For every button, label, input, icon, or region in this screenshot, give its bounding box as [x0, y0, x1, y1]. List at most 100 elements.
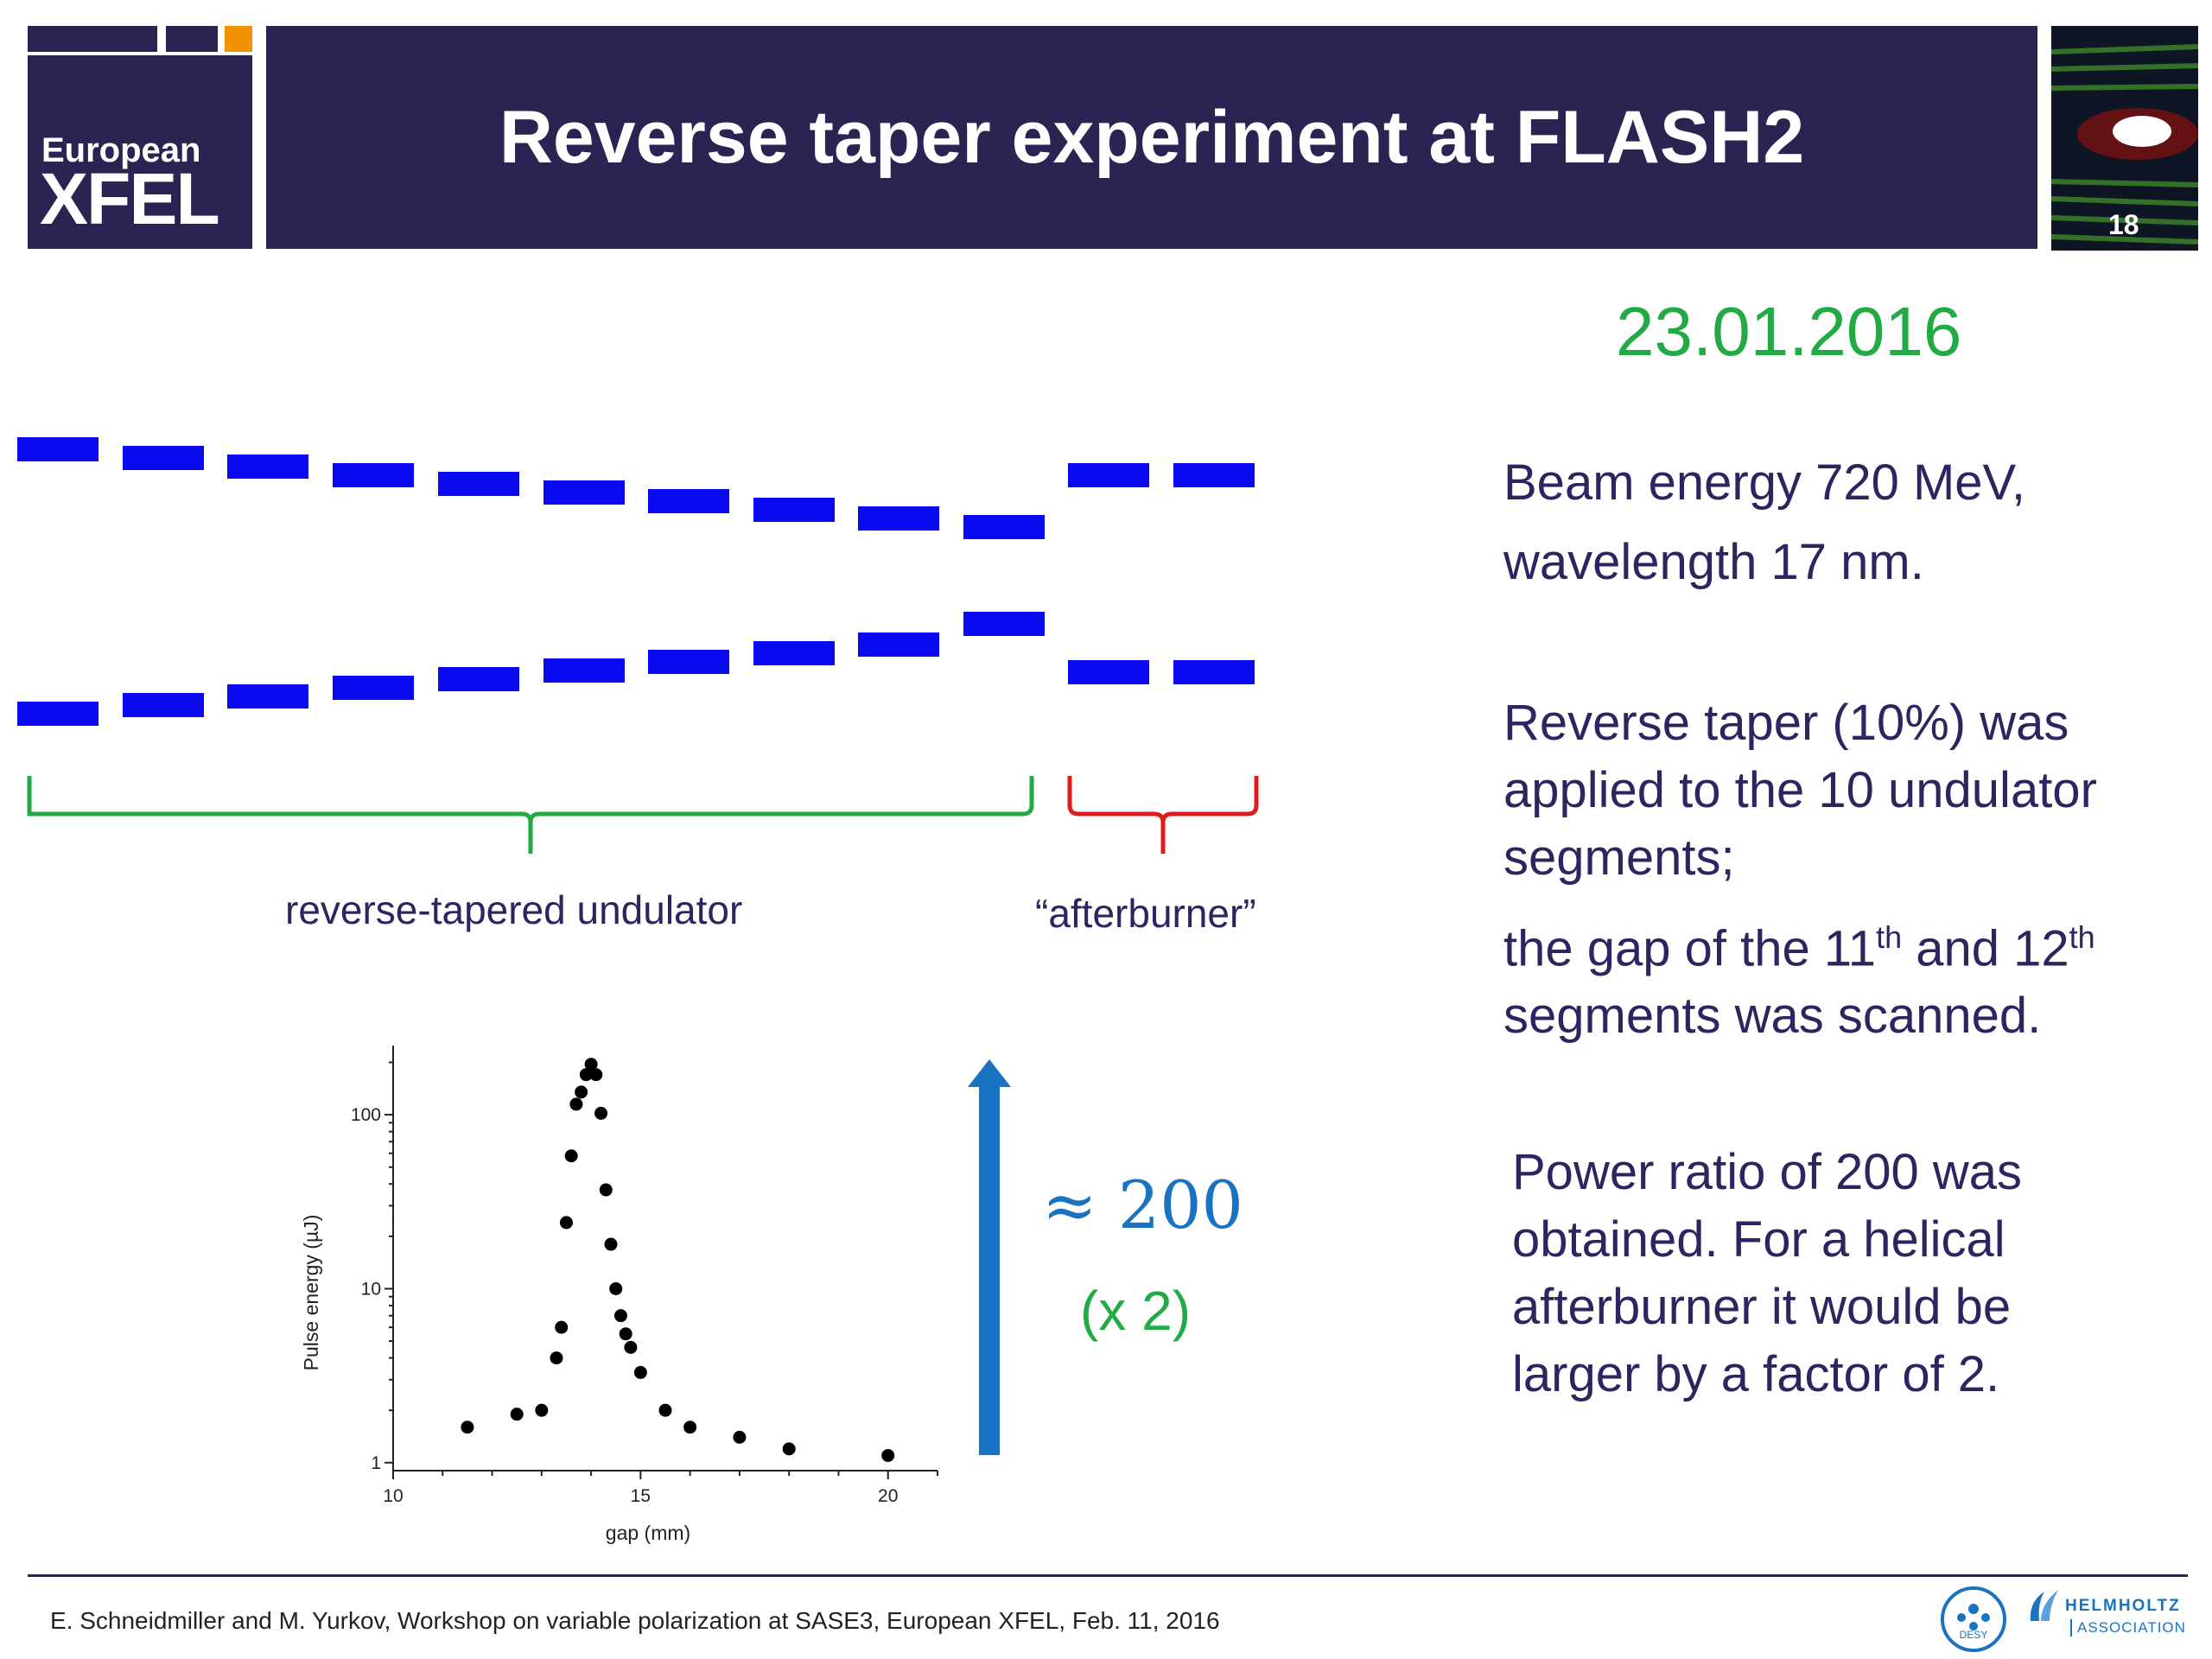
magnet-block [227, 454, 308, 479]
data-point [579, 1068, 593, 1082]
magnet-block [227, 684, 308, 709]
magnet-block [1173, 660, 1255, 684]
x-axis-label: gap (mm) [606, 1522, 690, 1544]
y-tick-label: 1 [371, 1453, 381, 1473]
x-tick-label: 20 [878, 1486, 898, 1506]
data-point [658, 1403, 672, 1417]
paragraph-taper: Reverse taper (10%) was applied to the 1… [1503, 690, 2097, 1050]
logo-text-xfel: XFEL [40, 158, 220, 239]
text-line: segments; [1503, 830, 1735, 886]
magnet-block [438, 472, 519, 496]
magnet-block [963, 612, 1045, 636]
superscript: th [2069, 919, 2095, 955]
text-line: obtained. For a helical [1512, 1211, 2005, 1268]
factor-label: (x 2) [1080, 1280, 1191, 1342]
undulator-diagram [17, 437, 1259, 854]
magnet-block [123, 446, 204, 470]
footer-credit: E. Schneidmiller and M. Yurkov, Workshop… [50, 1607, 1220, 1634]
data-point [733, 1430, 747, 1444]
text-line: Reverse taper (10%) was [1503, 695, 2069, 751]
header-photo [2051, 26, 2198, 251]
data-point [461, 1421, 474, 1434]
data-point [584, 1058, 598, 1071]
magnet-block [17, 437, 99, 461]
header-photo-graphic [2051, 26, 2198, 251]
helmholtz-logo-icon [2030, 1590, 2058, 1621]
text-span: and 12 [1902, 920, 2069, 977]
desy-logo-icon: DESY [1941, 1586, 2006, 1652]
y-axis-label: Pulse energy (µJ) [300, 1215, 322, 1371]
association-text: ASSOCIATION [2070, 1619, 2186, 1637]
magnet-block [753, 641, 835, 665]
data-point [555, 1320, 569, 1334]
magnet-block [858, 632, 939, 657]
text-line: afterburner it would be [1512, 1279, 2012, 1335]
x-tick-label: 15 [631, 1486, 651, 1506]
magnet-block [123, 693, 204, 717]
footer-divider [28, 1574, 2188, 1577]
text-line: applied to the 10 undulator [1503, 762, 2097, 818]
data-point [510, 1408, 524, 1421]
data-point [619, 1327, 632, 1341]
text-span: the gap of the 11 [1503, 920, 1877, 977]
magnet-block [1068, 463, 1149, 487]
label-afterburner: “afterburner” [1035, 891, 1256, 936]
logo-bar [28, 26, 157, 52]
data-point [594, 1106, 608, 1120]
magnet-block [17, 702, 99, 726]
text-line: segments was scanned. [1503, 988, 2042, 1045]
data-point [559, 1216, 573, 1230]
up-arrow [968, 1059, 1011, 1455]
desy-label: DESY [1960, 1629, 1988, 1641]
data-point [683, 1421, 697, 1434]
text-line: the gap of the 11th and 12th [1503, 904, 2097, 982]
superscript: th [1876, 919, 1903, 955]
y-tick-label: 10 [361, 1279, 381, 1299]
data-point [589, 1068, 603, 1082]
green-brace [27, 776, 1034, 854]
helmholtz-text: HELMHOLTZ [2065, 1597, 2181, 1615]
label-reverse-tapered: reverse-tapered undulator [285, 887, 743, 932]
data-point [535, 1403, 549, 1417]
magnet-block [963, 515, 1045, 539]
ratio-label: ≈ 200 [1042, 1166, 1243, 1243]
x-tick-label: 10 [383, 1486, 403, 1506]
logo-text-european: European [41, 131, 201, 169]
magnet-block [333, 463, 414, 487]
data-point [550, 1351, 563, 1365]
red-brace [1067, 776, 1259, 854]
text-line: wavelength 17 nm. [1503, 534, 1924, 590]
data-point [881, 1448, 895, 1462]
logo-bar [166, 26, 218, 52]
y-tick-label: 100 [351, 1105, 381, 1125]
data-point [633, 1365, 647, 1379]
magnet-block [543, 480, 625, 505]
date: 23.01.2016 [1616, 293, 1962, 370]
magnet-block [438, 667, 519, 691]
text-line: larger by a factor of 2. [1512, 1346, 2000, 1402]
data-point [782, 1442, 796, 1456]
logo-orange-square [225, 26, 252, 52]
page-number: 18 [2108, 209, 2139, 240]
data-point [624, 1340, 638, 1354]
data-point [609, 1281, 623, 1295]
magnet-block [858, 506, 939, 531]
paragraph-power: Power ratio of 200 was obtained. For a h… [1512, 1139, 2022, 1408]
magnet-block [333, 676, 414, 700]
magnet-block [1173, 463, 1255, 487]
magnet-block [648, 650, 729, 674]
text-line: Power ratio of 200 was [1512, 1144, 2022, 1200]
data-point [613, 1309, 627, 1323]
magnet-block [1068, 660, 1149, 684]
slide-title: Reverse taper experiment at FLASH2 [499, 95, 1805, 179]
magnet-block [753, 498, 835, 522]
data-point [564, 1149, 578, 1163]
data-point [575, 1085, 588, 1099]
text-line: Beam energy 720 MeV, [1503, 454, 2026, 511]
paragraph-beam: Beam energy 720 MeV, wavelength 17 nm. [1503, 449, 2025, 596]
data-point [569, 1097, 583, 1111]
data-point [599, 1183, 613, 1197]
magnet-block [543, 658, 625, 683]
title-bar [266, 26, 2037, 249]
